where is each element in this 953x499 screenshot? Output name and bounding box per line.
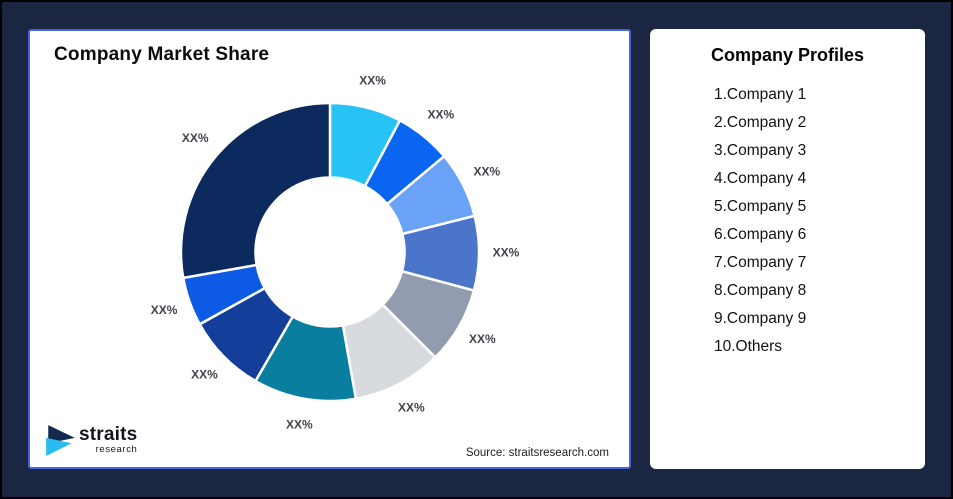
- slice-label-company-4: XX%: [493, 246, 520, 260]
- donut-slice-others: [179, 101, 332, 280]
- donut-chart: XX% XX% XX% XX% XX% XX% XX% XX% XX% XX%: [151, 73, 520, 431]
- company-list-item: 2.Company 2: [714, 114, 807, 131]
- slice-label-company-5: XX%: [469, 332, 496, 346]
- slice-label-company-1: XX%: [359, 73, 386, 87]
- slice-label-others: XX%: [182, 131, 209, 145]
- slice-label-company-6: XX%: [398, 400, 425, 414]
- slice-label-company-3: XX%: [473, 164, 500, 178]
- company-list-item: 3.Company 3: [714, 142, 807, 159]
- slice-label-company-9: XX%: [151, 303, 178, 317]
- company-list-item: 8.Company 8: [714, 282, 807, 299]
- straits-logo-mark-icon: [46, 425, 75, 456]
- company-list-item: 10.Others: [714, 338, 783, 355]
- company-list-item: 9.Company 9: [714, 310, 807, 327]
- slice-label-company-2: XX%: [427, 107, 454, 121]
- company-list-item: 4.Company 4: [714, 170, 807, 187]
- brand-subtitle: research: [95, 444, 138, 456]
- brand-name: straits: [79, 424, 138, 446]
- brand-text: straits research: [79, 425, 137, 455]
- slice-label-company-8: XX%: [191, 368, 218, 382]
- company-profiles-list: 1.Company 1 2.Company 2 3.Company 3 4.Compa…: [650, 81, 925, 361]
- market-share-card: Company Market Share XX% XX% XX% XX% XX% XX% X…: [28, 29, 631, 469]
- company-list-item: 6.Company 6: [714, 226, 807, 243]
- company-list-item: 7.Company 7: [714, 254, 807, 271]
- chart-title: Company Market Share: [54, 44, 270, 65]
- company-profiles-card: Company Profiles 1.Company 1 2.Company 2 3…: [650, 29, 925, 469]
- slice-label-company-7: XX%: [286, 417, 313, 431]
- company-list-item: 5.Company 5: [714, 198, 807, 215]
- company-list-item: 1.Company 1: [714, 86, 807, 103]
- source-attribution: Source: straitsresearch.com: [465, 447, 609, 459]
- profiles-panel-title: Company Profiles: [710, 45, 865, 65]
- brand-logo: straits research: [46, 423, 137, 457]
